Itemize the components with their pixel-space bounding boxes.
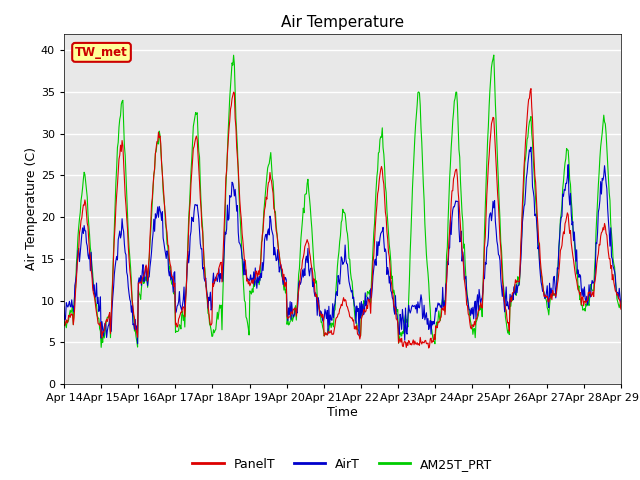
- PanelT: [70, 315, 78, 321]
- AirT: [617, 301, 625, 307]
- AirT: [185, 260, 193, 266]
- X-axis label: Time: Time: [327, 406, 358, 419]
- AM25T_PRT: [428, 324, 435, 330]
- AirT: [527, 144, 535, 150]
- AM25T_PRT: [411, 135, 419, 141]
- Line: AM25T_PRT: AM25T_PRT: [64, 55, 621, 348]
- Line: AirT: AirT: [64, 147, 621, 344]
- PanelT: [410, 342, 418, 348]
- AM25T_PRT: [97, 345, 105, 350]
- AM25T_PRT: [214, 316, 222, 322]
- PanelT: [428, 336, 435, 341]
- PanelT: [617, 306, 625, 312]
- Legend: PanelT, AirT, AM25T_PRT: PanelT, AirT, AM25T_PRT: [188, 453, 497, 476]
- PanelT: [425, 345, 433, 351]
- Line: PanelT: PanelT: [64, 89, 621, 348]
- AirT: [134, 341, 141, 347]
- AirT: [60, 304, 68, 310]
- AirT: [428, 331, 435, 337]
- AM25T_PRT: [490, 52, 498, 58]
- AirT: [127, 309, 135, 315]
- Y-axis label: Air Temperature (C): Air Temperature (C): [25, 147, 38, 270]
- PanelT: [184, 247, 192, 253]
- PanelT: [214, 271, 221, 276]
- PanelT: [60, 322, 68, 327]
- AirT: [411, 303, 419, 309]
- Title: Air Temperature: Air Temperature: [281, 15, 404, 30]
- AirT: [70, 309, 78, 315]
- AM25T_PRT: [128, 297, 136, 302]
- AM25T_PRT: [70, 299, 78, 305]
- AM25T_PRT: [60, 321, 68, 326]
- PanelT: [127, 286, 135, 292]
- AM25T_PRT: [617, 304, 625, 310]
- AM25T_PRT: [185, 215, 193, 221]
- AirT: [214, 273, 222, 279]
- Text: TW_met: TW_met: [75, 46, 128, 59]
- PanelT: [527, 86, 535, 92]
